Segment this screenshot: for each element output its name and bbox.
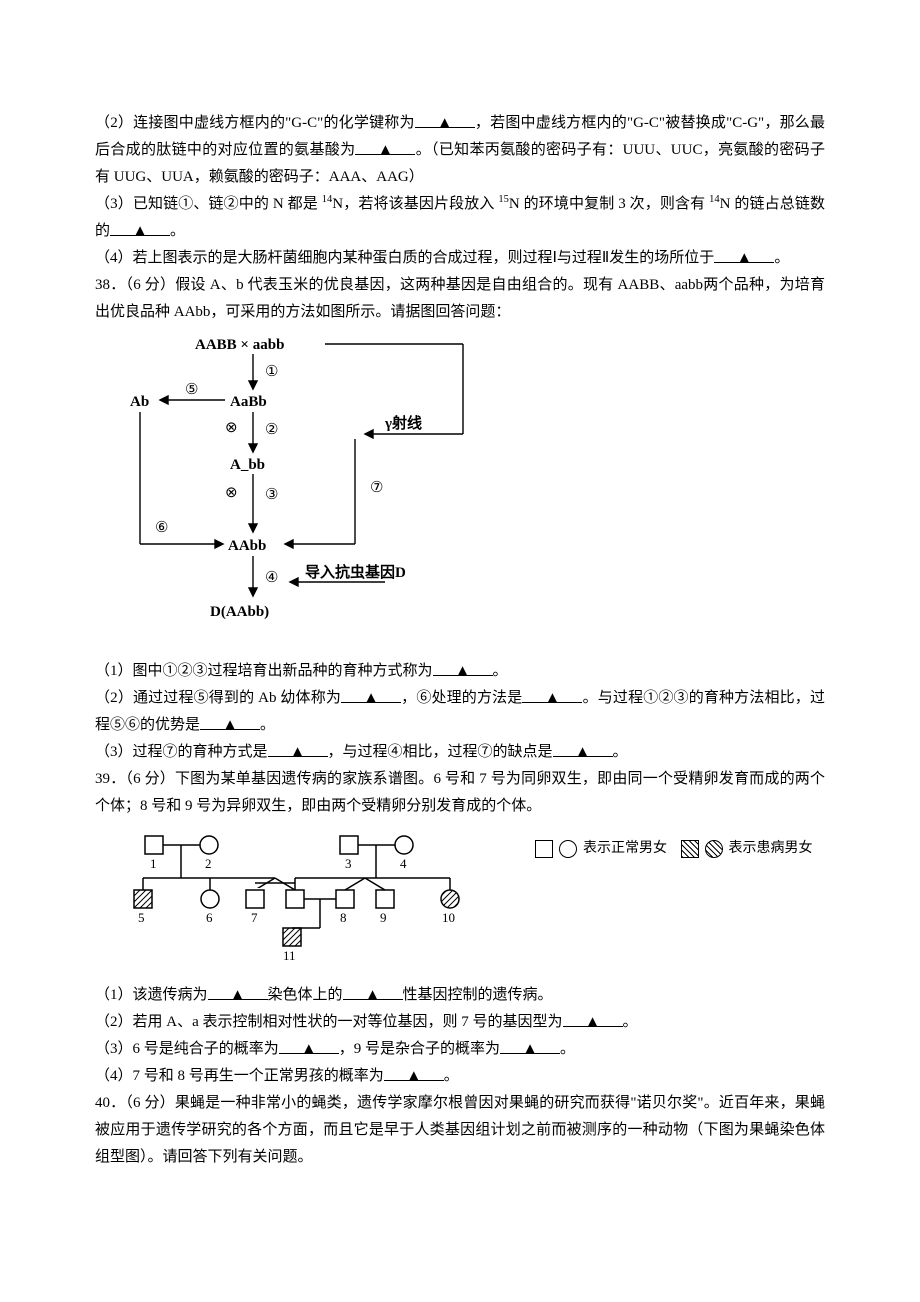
q2-prefix: （2）连接图中虚线方框内的"G-C"的化学键称为 (95, 115, 415, 131)
breeding-svg: AABB × aabb ① AaBb ⑤ Ab ⊗ ② γ射线 A_bb ⑦ ⊗ (125, 334, 505, 644)
blank[interactable] (279, 1036, 339, 1054)
q39-stem: 39．（6 分）下图为某单基因遗传病的家族系谱图。6 号和 7 号为同卵双生，即… (95, 766, 825, 820)
node-top: AABB × aabb (195, 337, 284, 353)
q4-line: （4）若上图表示的是大肠杆菌细胞内某种蛋白质的合成过程，则过程Ⅰ与过程Ⅱ发生的场… (95, 245, 825, 272)
node-aabb-out: AAbb (228, 538, 266, 554)
t: （3）过程⑦的育种方式是 (95, 744, 268, 760)
t: （3）6 号是纯合子的概率为 (95, 1041, 279, 1057)
t: N 的环境中复制 3 次，则含有 (509, 196, 709, 212)
legend-normal-row: 表示正常男女 (535, 836, 667, 861)
q2-line: （2）连接图中虚线方框内的"G-C"的化学键称为，若图中虚线方框内的"G-C"被… (95, 110, 825, 191)
blank[interactable] (355, 137, 415, 155)
ped-6: 6 (206, 910, 213, 925)
t: 。 (170, 223, 185, 239)
ped-9: 9 (380, 910, 387, 925)
q3-line: （3）已知链①、链②中的 N 都是 14N，若将该基因片段放入 15N 的环境中… (95, 191, 825, 245)
sup-15: 15 (498, 194, 509, 205)
t: 。 (774, 250, 789, 266)
pedigree-svg: 1 2 3 4 5 6 7 (125, 828, 495, 978)
gamma-label: γ射线 (384, 414, 422, 432)
ped-10: 10 (442, 910, 455, 925)
blank[interactable] (553, 739, 613, 757)
t: 。 (613, 744, 628, 760)
blank[interactable] (110, 218, 170, 236)
q39-3: （3）6 号是纯合子的概率为 ，9 号是杂合子的概率为 。 (95, 1036, 825, 1063)
ped-4: 4 (400, 856, 407, 871)
ped-11: 11 (283, 948, 296, 963)
ped-7: 7 (251, 910, 258, 925)
blank[interactable] (208, 982, 268, 1000)
t: （1）该遗传病为 (95, 987, 208, 1003)
label-5: ⑤ (185, 382, 198, 398)
t: 。 (493, 663, 508, 679)
t: （1）图中①②③过程培育出新品种的育种方式称为 (95, 663, 433, 679)
circle-icon (559, 840, 577, 858)
blank[interactable] (343, 982, 403, 1000)
square-hatched-icon (681, 840, 699, 858)
blank[interactable] (268, 739, 328, 757)
ped-5: 5 (138, 910, 145, 925)
t: N，若将该基因片段放入 (332, 196, 498, 212)
ped-2: 2 (205, 856, 212, 871)
t: （2）若用 A、a 表示控制相对性状的一对等位基因，则 7 号的基因型为 (95, 1014, 563, 1030)
q40-stem: 40．（6 分）果蝇是一种非常小的蝇类，遗传学家摩尔根曾因对果蝇的研究而获得"诺… (95, 1090, 825, 1171)
q39-1: （1）该遗传病为 染色体上的 性基因控制的遗传病。 (95, 982, 825, 1009)
blank[interactable] (341, 685, 401, 703)
q39-2: （2）若用 A、a 表示控制相对性状的一对等位基因，则 7 号的基因型为 。 (95, 1009, 825, 1036)
ped-3: 3 (345, 856, 352, 871)
sup-14: 14 (322, 194, 333, 205)
label-4: ④ (265, 570, 278, 586)
circle-hatched-icon (705, 840, 723, 858)
blank[interactable] (415, 110, 475, 128)
blank[interactable] (500, 1036, 560, 1054)
t: ，9 号是杂合子的概率为 (339, 1041, 500, 1057)
t: 染色体上的 (268, 987, 343, 1003)
node-ab: Ab (130, 394, 149, 410)
node-a-bb: A_bb (230, 457, 265, 473)
t: ，与过程④相比，过程⑦的缺点是 (328, 744, 553, 760)
blank[interactable] (384, 1063, 444, 1081)
import-label: 导入抗虫基因D (305, 563, 406, 581)
blank[interactable] (522, 685, 582, 703)
t: （3）已知链①、链②中的 N 都是 (95, 196, 322, 212)
blank[interactable] (200, 712, 260, 730)
legend-affected-row: 表示患病男女 (681, 836, 813, 861)
node-aabb: AaBb (230, 394, 267, 410)
legend-normal: 表示正常男女 (583, 836, 667, 861)
ped-1: 1 (150, 856, 157, 871)
label-1: ① (265, 364, 278, 380)
t: 。 (560, 1041, 575, 1057)
pedigree-diagram: 1 2 3 4 5 6 7 (125, 828, 825, 978)
t: （4）7 号和 8 号再生一个正常男孩的概率为 (95, 1068, 384, 1084)
pedigree-legend: 表示正常男女 表示患病男女 (525, 828, 813, 867)
legend-affected: 表示患病男女 (729, 836, 813, 861)
sup-14: 14 (709, 194, 720, 205)
breeding-diagram: AABB × aabb ① AaBb ⑤ Ab ⊗ ② γ射线 A_bb ⑦ ⊗ (125, 334, 825, 654)
label-6: ⑥ (155, 520, 168, 536)
node-daabb: D(AAbb) (210, 604, 269, 620)
q38-3: （3）过程⑦的育种方式是 ，与过程④相比，过程⑦的缺点是 。 (95, 739, 825, 766)
t: 。 (260, 717, 275, 733)
ox-icon: ⊗ (225, 485, 238, 501)
t: （2）通过过程⑤得到的 Ab 幼体称为 (95, 690, 341, 706)
t: （4）若上图表示的是大肠杆菌细胞内某种蛋白质的合成过程，则过程Ⅰ与过程Ⅱ发生的场… (95, 250, 714, 266)
blank[interactable] (563, 1009, 623, 1027)
label-2: ② (265, 422, 278, 438)
ox-icon: ⊗ (225, 420, 238, 436)
blank[interactable] (714, 245, 774, 263)
t: ，⑥处理的方法是 (401, 690, 522, 706)
q39-4: （4）7 号和 8 号再生一个正常男孩的概率为 。 (95, 1063, 825, 1090)
q38-2: （2）通过过程⑤得到的 Ab 幼体称为，⑥处理的方法是。与过程①②③的育种方法相… (95, 685, 825, 739)
label-7: ⑦ (370, 480, 383, 496)
q38-1: （1）图中①②③过程培育出新品种的育种方式称为 。 (95, 658, 825, 685)
t: 。 (444, 1068, 459, 1084)
t: 。 (623, 1014, 638, 1030)
t: 性基因控制的遗传病。 (403, 987, 553, 1003)
blank[interactable] (433, 658, 493, 676)
q38-stem: 38．（6 分）假设 A、b 代表玉米的优良基因，这两种基因是自由组合的。现有 … (95, 272, 825, 326)
square-icon (535, 840, 553, 858)
ped-8: 8 (340, 910, 347, 925)
label-3: ③ (265, 487, 278, 503)
